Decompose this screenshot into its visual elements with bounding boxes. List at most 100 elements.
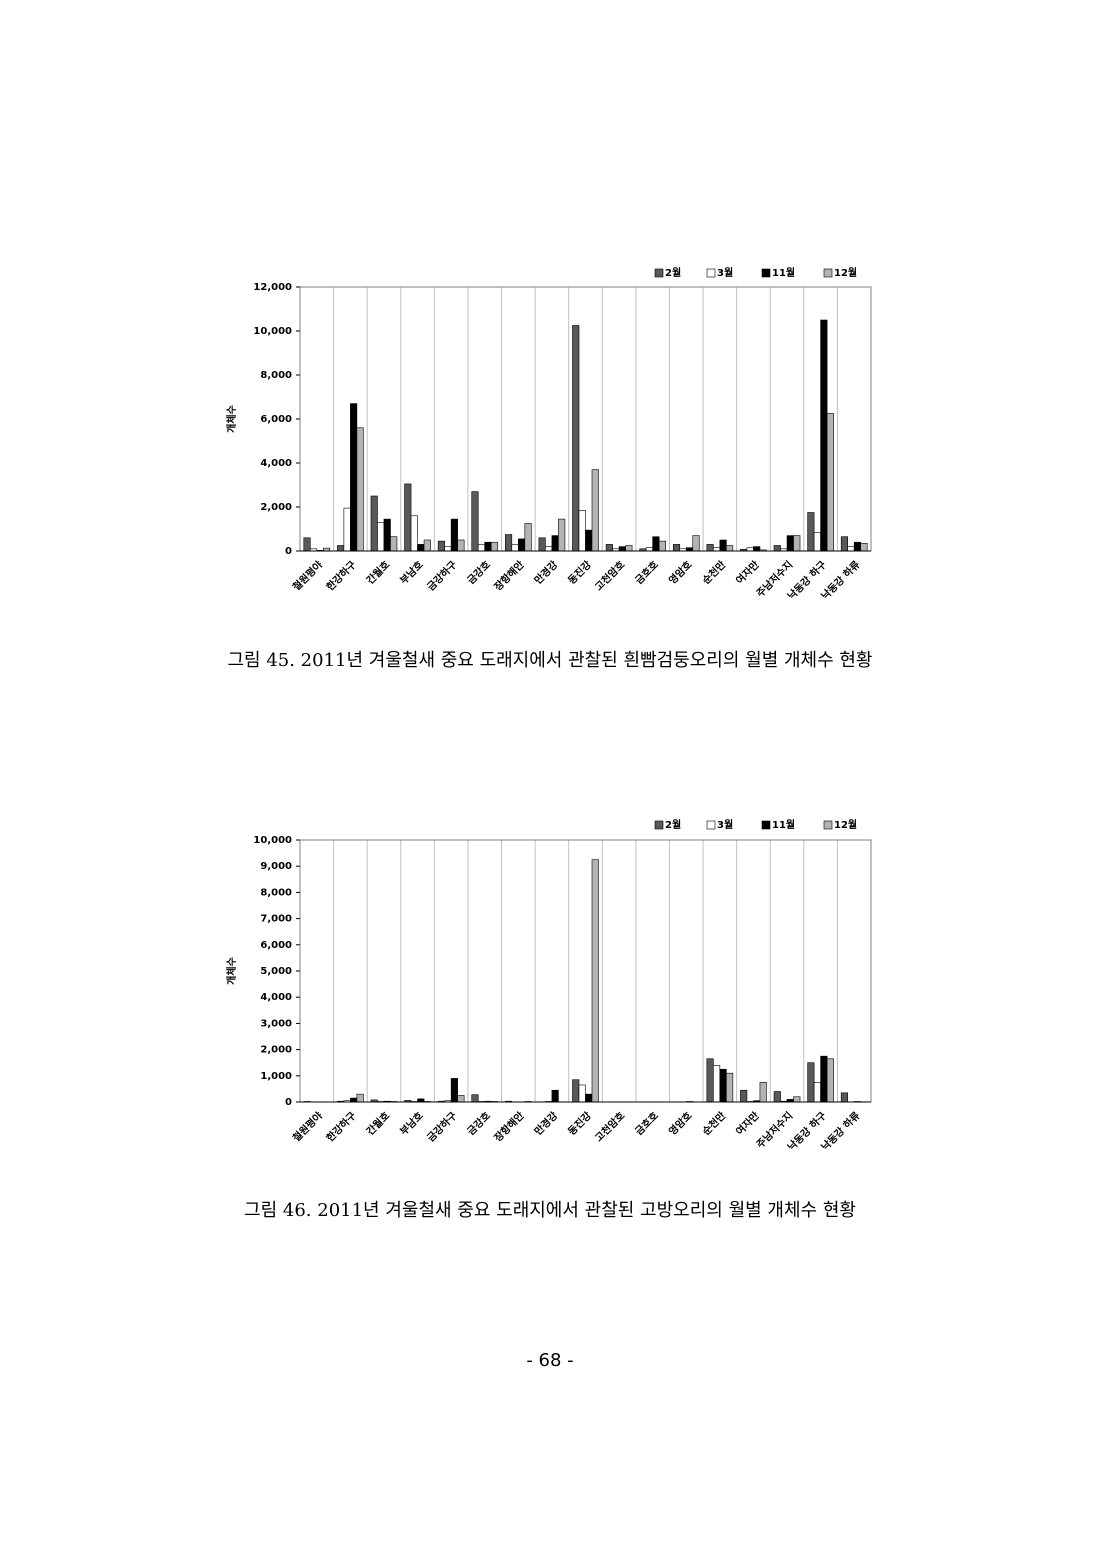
x-tick-label: 금호호 [632, 558, 661, 587]
bar [793, 1096, 801, 1103]
bar [847, 546, 855, 552]
bar [826, 413, 834, 552]
x-tick-label: 금강하구 [424, 1109, 459, 1144]
bar [356, 1093, 364, 1103]
caption: 그림 45. 2011년 겨울철새 중요 도래지에서 관찰된 흰빰검둥오리의 월… [227, 650, 873, 671]
y-tick-label: 6,000 [260, 940, 292, 951]
y-tick-label: 12,000 [253, 282, 292, 293]
x-tick-label: 부남호 [397, 1109, 426, 1138]
y-tick-label: 2,000 [260, 1045, 292, 1056]
bar [726, 545, 734, 552]
bar [652, 536, 660, 552]
bar [417, 544, 425, 552]
x-tick-label: 금호호 [632, 1109, 661, 1138]
bar [826, 1058, 834, 1103]
bar [591, 469, 599, 552]
bar [471, 1094, 479, 1103]
bar [505, 534, 513, 552]
bar [370, 495, 378, 552]
x-tick-label: 영암호 [666, 558, 695, 587]
bar [820, 319, 828, 552]
bar [578, 1084, 586, 1103]
bar [706, 1058, 714, 1103]
bar [538, 537, 546, 552]
bar [753, 546, 761, 552]
x-tick-label: 한강하구 [323, 558, 358, 593]
bar [813, 1082, 821, 1103]
bar [706, 544, 714, 552]
x-tick-label: 장항해안 [491, 1108, 527, 1144]
bar [853, 541, 862, 552]
bar [404, 483, 412, 552]
legend-swatch [654, 820, 664, 830]
legend-swatch [654, 268, 664, 278]
bar [740, 1089, 748, 1103]
bar [585, 529, 593, 552]
y-tick-label: 10,000 [253, 835, 292, 846]
bar [618, 546, 626, 552]
bar [545, 546, 553, 552]
bar [807, 1062, 815, 1103]
bar [692, 535, 700, 552]
bar [511, 544, 519, 552]
y-tick-label: 2,000 [260, 502, 292, 513]
y-tick-label: 10,000 [253, 326, 292, 337]
bar [437, 540, 445, 552]
x-tick-label: 철원평야 [290, 1108, 326, 1144]
y-tick-label: 6,000 [260, 414, 292, 425]
caption: 그림 46. 2011년 겨울철새 중요 도래지에서 관찰된 고방오리의 월별 … [244, 1200, 856, 1221]
bar [337, 545, 345, 552]
x-tick-label: 순천만 [699, 1108, 728, 1137]
bar [719, 539, 727, 552]
bar [726, 1072, 734, 1103]
bar [457, 539, 465, 552]
bar [719, 1068, 727, 1103]
bar [759, 1082, 767, 1103]
x-tick-label: 순천만 [699, 557, 728, 586]
bar [840, 1092, 849, 1103]
x-tick-label: 만경강 [531, 1108, 560, 1137]
bar [572, 325, 580, 552]
x-tick-label: 금강호 [464, 558, 493, 587]
x-tick-label: 고천암호 [592, 558, 627, 593]
bar [477, 544, 486, 552]
y-tick-label: 0 [285, 1097, 292, 1108]
bar [840, 536, 849, 552]
y-tick-label: 4,000 [260, 992, 292, 1003]
bar [518, 538, 526, 552]
bar [578, 509, 586, 552]
bar [484, 541, 492, 552]
legend-label: 11월 [772, 267, 795, 279]
legend-label: 3월 [717, 267, 733, 279]
x-tick-label: 여자만 [733, 1108, 762, 1137]
plot-frame [299, 839, 872, 1103]
y-tick-label: 3,000 [260, 1018, 292, 1029]
bar [471, 491, 479, 552]
bar [356, 427, 364, 552]
y-tick-label: 0 [285, 546, 292, 557]
bar [377, 522, 385, 552]
bar [773, 545, 781, 552]
x-tick-label: 영암호 [666, 1109, 695, 1138]
legend-swatch [761, 820, 771, 830]
bar [558, 518, 566, 552]
bar [591, 859, 599, 1103]
y-tick-label: 8,000 [260, 887, 292, 898]
y-tick-label: 8,000 [260, 370, 292, 381]
bar [773, 1091, 781, 1103]
x-tick-label: 철원평야 [290, 557, 326, 593]
legend-label: 12월 [834, 819, 857, 831]
bar [450, 518, 458, 552]
y-tick-label: 9,000 [260, 861, 292, 872]
bar [551, 535, 559, 552]
y-axis-label: 개체수 [225, 405, 238, 433]
bar [658, 540, 666, 552]
x-tick-label: 고천암호 [592, 1109, 627, 1144]
legend-label: 2월 [665, 819, 681, 831]
bar [490, 541, 499, 552]
legend-swatch [706, 820, 716, 830]
bar [444, 546, 452, 552]
legend-label: 3월 [717, 819, 733, 831]
